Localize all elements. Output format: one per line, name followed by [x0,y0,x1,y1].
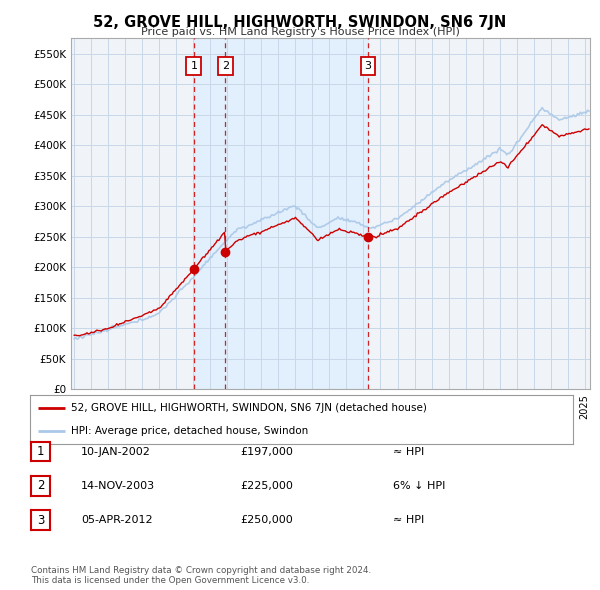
Text: ≈ HPI: ≈ HPI [393,516,424,525]
Text: 52, GROVE HILL, HIGHWORTH, SWINDON, SN6 7JN: 52, GROVE HILL, HIGHWORTH, SWINDON, SN6 … [94,15,506,30]
Text: 1: 1 [37,445,44,458]
Text: 14-NOV-2003: 14-NOV-2003 [81,481,155,491]
Bar [194,38,226,389]
Text: Price paid vs. HM Land Registry's House Price Index (HPI): Price paid vs. HM Land Registry's House … [140,27,460,37]
Text: 3: 3 [37,513,44,527]
Text: 05-APR-2012: 05-APR-2012 [81,516,152,525]
Text: ≈ HPI: ≈ HPI [393,447,424,457]
Text: HPI: Average price, detached house, Swindon: HPI: Average price, detached house, Swin… [71,425,308,435]
Text: £250,000: £250,000 [240,516,293,525]
Text: 2: 2 [222,61,229,71]
Text: £225,000: £225,000 [240,481,293,491]
Text: 2: 2 [37,479,44,493]
Text: Contains HM Land Registry data © Crown copyright and database right 2024.
This d: Contains HM Land Registry data © Crown c… [31,566,371,585]
Text: 10-JAN-2002: 10-JAN-2002 [81,447,151,457]
Text: 6% ↓ HPI: 6% ↓ HPI [393,481,445,491]
Bar [226,38,368,389]
Text: 1: 1 [190,61,197,71]
Text: 3: 3 [364,61,371,71]
Text: £197,000: £197,000 [240,447,293,457]
Text: 52, GROVE HILL, HIGHWORTH, SWINDON, SN6 7JN (detached house): 52, GROVE HILL, HIGHWORTH, SWINDON, SN6 … [71,404,427,414]
